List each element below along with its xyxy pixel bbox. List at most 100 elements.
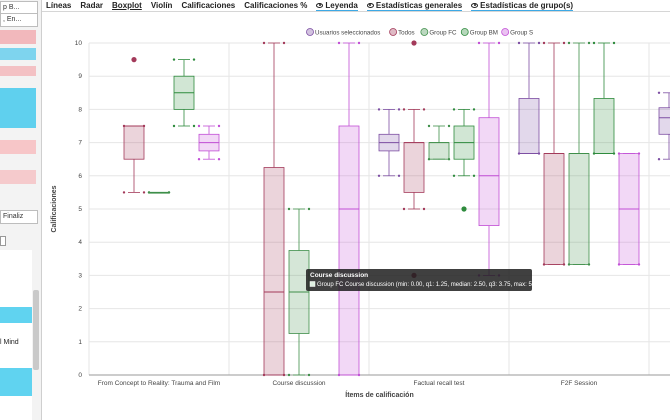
blurred-item — [0, 140, 36, 154]
tooltip-text: Group FC Course discussion (min: 0.00, q… — [317, 282, 542, 288]
outlier-point — [411, 40, 417, 46]
legend-link[interactable]: Leyenda — [316, 1, 358, 11]
toggle-button[interactable] — [0, 236, 6, 246]
list-item-label: l Mind — [0, 339, 19, 346]
box-point — [452, 174, 456, 177]
blurred-item — [0, 48, 36, 60]
list-item[interactable] — [0, 368, 32, 396]
tab-lineas[interactable]: Líneas — [46, 1, 72, 10]
box-point — [617, 152, 621, 155]
box-point — [592, 152, 596, 155]
x-tick-label: From Concept to Reality: Trauma and Film — [98, 380, 220, 387]
box-point — [262, 41, 266, 45]
y-tick-label: 7 — [78, 140, 82, 147]
eye-icon — [471, 2, 479, 8]
blurred-item — [0, 88, 36, 128]
tab-violin[interactable]: Violín — [150, 1, 173, 10]
y-tick-label: 10 — [75, 40, 83, 47]
box-point — [517, 41, 521, 45]
box-body — [123, 125, 145, 160]
box-point — [217, 158, 221, 161]
tab-radar[interactable]: Radar — [80, 1, 104, 10]
tab-calificaciones[interactable]: Calificaciones — [181, 1, 236, 10]
box-point — [402, 207, 406, 211]
box-point — [472, 108, 476, 111]
legend-label: Usuarios seleccionados — [315, 30, 380, 37]
box-point — [567, 41, 571, 45]
box-point — [427, 158, 431, 161]
box-point — [477, 41, 481, 45]
box-point — [402, 108, 406, 111]
y-tick-label: 1 — [78, 339, 82, 346]
box-point — [262, 373, 266, 377]
tooltip: Course discussion Group FC Course discuss… — [306, 269, 542, 291]
box-body — [428, 142, 450, 160]
box-point — [197, 124, 201, 128]
box-point — [567, 263, 571, 266]
box-point — [142, 124, 146, 128]
blurred-item — [0, 170, 36, 184]
box-point — [122, 124, 126, 128]
y-tick-label: 0 — [78, 372, 82, 379]
box-point — [537, 41, 541, 45]
boxplot-chart: 0 1 2 3 4 5 6 7 8 9 10 From Concept to Reality: Tra… — [51, 28, 670, 399]
tooltip-box — [306, 269, 532, 291]
box-point — [337, 41, 341, 45]
box-point — [287, 207, 291, 211]
y-tick-label: 9 — [78, 73, 82, 80]
toolbar: Líneas Radar Boxplot Violín Calificacion… — [42, 0, 670, 12]
box-point — [192, 58, 196, 61]
box-point — [452, 108, 456, 111]
language-select[interactable]: , En... — [0, 13, 38, 27]
box-body — [338, 125, 360, 376]
legend-marker — [306, 28, 314, 36]
y-tick-label: 5 — [78, 206, 82, 213]
box-point — [472, 174, 476, 177]
group-stats-label: Estadísticas de grupo(s) — [480, 0, 574, 10]
tab-boxplot[interactable]: Boxplot — [112, 1, 142, 10]
y-tick-label: 3 — [78, 272, 82, 279]
group-stats-link[interactable]: Estadísticas de grupo(s) — [471, 0, 574, 11]
box-point — [617, 263, 621, 266]
legend-label: Group S — [510, 30, 533, 37]
box-point — [537, 152, 541, 155]
box-body — [658, 107, 670, 135]
y-axis-title: Calificaciones — [51, 185, 58, 232]
box-point — [612, 152, 616, 155]
list-item[interactable] — [0, 307, 32, 323]
box-point — [612, 41, 616, 45]
general-stats-label: Estadísticas generales — [375, 0, 463, 10]
box-point — [542, 41, 546, 45]
box-point — [172, 58, 176, 61]
tab-calificaciones-percent[interactable]: Calificaciones % — [244, 1, 308, 10]
blurred-item — [0, 66, 36, 76]
status-select[interactable]: Finaliz — [0, 210, 38, 224]
general-stats-link[interactable]: Estadísticas generales — [366, 0, 463, 11]
sidebar: p B... , En... Finaliz l Mind — [0, 0, 42, 420]
legend-label: Group FC — [429, 30, 457, 37]
y-tick-label: 4 — [78, 239, 82, 246]
box-point — [637, 263, 641, 266]
box-point — [562, 41, 566, 45]
box-point — [122, 191, 126, 194]
box-point — [592, 41, 596, 45]
box-point — [422, 207, 426, 211]
box-point — [357, 373, 361, 377]
box-point — [562, 263, 566, 266]
box-point — [542, 263, 546, 266]
box-point — [422, 108, 426, 111]
box-point — [497, 41, 501, 45]
legend-marker — [389, 28, 398, 36]
box-point — [517, 152, 521, 155]
legend-marker — [501, 28, 510, 36]
legend-label: Group BM — [470, 30, 498, 37]
scrollbar[interactable] — [33, 290, 39, 370]
box-point — [172, 124, 176, 128]
box-body — [568, 153, 590, 265]
box-point — [637, 152, 641, 155]
legend-marker — [420, 28, 429, 36]
y-tick-label: 8 — [78, 106, 82, 113]
box-point — [377, 108, 381, 111]
box-body — [263, 167, 285, 376]
box-point — [192, 124, 196, 128]
